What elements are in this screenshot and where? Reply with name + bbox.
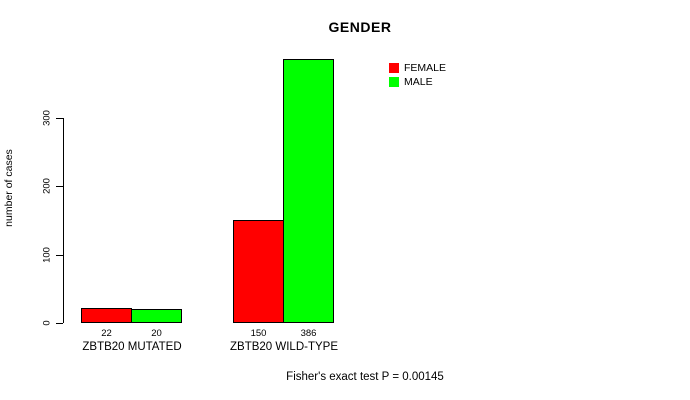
bar-value-label: 386 bbox=[300, 328, 317, 339]
female-color-swatch bbox=[389, 63, 399, 73]
y-axis-tick-label: 0 bbox=[41, 320, 53, 326]
bar-value-label: 22 bbox=[101, 328, 112, 339]
bar-female-zbtb20-wild-type bbox=[233, 220, 284, 323]
y-axis-tick bbox=[56, 255, 63, 256]
y-axis-tick-label: 300 bbox=[41, 110, 53, 126]
y-axis-tick bbox=[56, 186, 63, 187]
bar-male-zbtb20-mutated bbox=[131, 309, 182, 323]
bar-value-label: 150 bbox=[250, 328, 267, 339]
bar-female-zbtb20-mutated bbox=[81, 308, 132, 323]
legend-item-male: MALE bbox=[389, 76, 446, 88]
fisher-test-annotation: Fisher's exact test P = 0.00145 bbox=[286, 371, 444, 383]
y-axis-tick-label: 100 bbox=[41, 247, 53, 263]
y-axis-tick bbox=[56, 323, 63, 324]
legend-label-female: FEMALE bbox=[404, 62, 447, 74]
y-axis-title: number of cases bbox=[3, 149, 15, 227]
y-axis-tick-label: 200 bbox=[41, 178, 53, 194]
y-axis-tick bbox=[56, 118, 63, 119]
x-category-label-zbtb20-mutated: ZBTB20 MUTATED bbox=[82, 341, 182, 353]
legend: FEMALE MALE bbox=[389, 62, 446, 88]
legend-item-female: FEMALE bbox=[389, 62, 446, 74]
y-axis-line bbox=[63, 118, 64, 323]
legend-label-male: MALE bbox=[404, 76, 433, 88]
chart-title: GENDER bbox=[328, 19, 392, 35]
male-color-swatch bbox=[389, 77, 399, 87]
bar-male-zbtb20-wild-type bbox=[283, 59, 334, 323]
x-category-label-zbtb20-wild-type: ZBTB20 WILD-TYPE bbox=[230, 341, 338, 353]
bar-value-label: 20 bbox=[151, 328, 162, 339]
